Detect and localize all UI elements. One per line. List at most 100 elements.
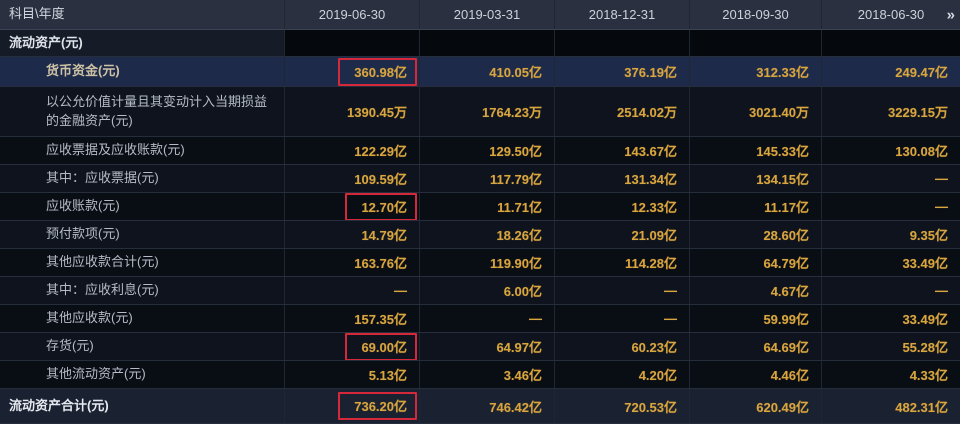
column-header-date-label: 2019-03-31: [453, 7, 521, 22]
cell-value: 119.90亿: [420, 249, 555, 276]
cell-value: 122.29亿: [285, 137, 420, 164]
row-label: 预付款项(元): [0, 221, 285, 248]
table-row[interactable]: 其中：应收利息(元) —6.00亿 —4.67亿 —: [0, 277, 960, 305]
cell-value: 18.26亿: [420, 221, 555, 248]
cell-value: 130.08亿: [895, 144, 948, 159]
cell-value: 4.33亿: [909, 368, 948, 383]
cell-value: 736.20亿: [285, 389, 420, 423]
cell-value: 117.79亿: [420, 165, 555, 192]
row-label: 其他流动资产(元): [0, 361, 285, 388]
cell-value: 11.71亿: [420, 193, 555, 220]
cell-value: —: [285, 277, 420, 304]
cell-value: 33.49亿: [902, 256, 948, 271]
cell-value: 312.33亿: [690, 57, 822, 86]
row-label: 其中：应收票据(元): [0, 165, 285, 192]
cell-value: 114.28亿: [555, 249, 690, 276]
cell-value: 3229.15万: [888, 105, 948, 120]
corner-header: 科目\年度: [0, 0, 285, 29]
table-row[interactable]: 应收票据及应收账款(元) 122.29亿 129.50亿 143.67亿 145.33亿…: [0, 137, 960, 165]
cell-value: 720.53亿: [555, 389, 690, 423]
table-header-row: 科目\年度 2019-06-30 2019-03-31 2018-12-31 2018…: [0, 0, 960, 30]
cell-value: 163.76亿: [285, 249, 420, 276]
row-label: 其中：应收利息(元): [0, 277, 285, 304]
cell-value: 145.33亿: [690, 137, 822, 164]
row-label: 流动资产(元): [0, 30, 285, 56]
table-row[interactable]: 以公允价值计量且其变动计入当期损益的金融资产(元) 1390.45万 1764.23…: [0, 87, 960, 137]
cell-value: —: [935, 171, 948, 186]
red-highlight-box: 69.00亿: [345, 333, 417, 360]
cell-value: —: [555, 277, 690, 304]
red-highlight-box: 360.98亿: [338, 57, 417, 86]
cell-value: 64.79亿: [690, 249, 822, 276]
cell-value: 157.35亿: [285, 305, 420, 332]
row-label: 应收票据及应收账款(元): [0, 137, 285, 164]
table-row[interactable]: 其中：应收票据(元) 109.59亿 117.79亿 131.34亿 134.15亿 —: [0, 165, 960, 193]
cell-value: [690, 30, 822, 56]
table-row[interactable]: 预付款项(元) 14.79亿 18.26亿 21.09亿 28.60亿 9.35亿: [0, 221, 960, 249]
table-row[interactable]: 其他应收款(元) 157.35亿 — —59.99亿 33.49亿: [0, 305, 960, 333]
row-label: 应收账款(元): [0, 193, 285, 220]
column-header-date-label: 2018-06-30: [857, 7, 925, 22]
cell-value: 59.99亿: [690, 305, 822, 332]
cell-value: 11.17亿: [690, 193, 822, 220]
cell-value: 3.46亿: [420, 361, 555, 388]
cell-value: 410.05亿: [420, 57, 555, 86]
cell-value: 5.13亿: [285, 361, 420, 388]
cell-value: 129.50亿: [420, 137, 555, 164]
cell-value: 21.09亿: [555, 221, 690, 248]
cell-value: 60.23亿: [555, 333, 690, 360]
cell-value: 33.49亿: [902, 312, 948, 327]
row-label: 其他应收款(元): [0, 305, 285, 332]
table-row[interactable]: 存货(元) 69.00亿 64.97亿 60.23亿 64.69亿 55.28亿: [0, 333, 960, 361]
cell-value: 12.33亿: [555, 193, 690, 220]
cell-value: 9.35亿: [909, 228, 948, 243]
cell-value: 3021.40万: [690, 87, 822, 136]
cell-value: 28.60亿: [690, 221, 822, 248]
cell-value: 131.34亿: [555, 165, 690, 192]
next-columns-chevrons-icon[interactable]: »: [946, 6, 955, 23]
cell-value: 109.59亿: [285, 165, 420, 192]
cell-value: 4.46亿: [690, 361, 822, 388]
cell-value: [555, 30, 690, 56]
cell-value: 2514.02万: [555, 87, 690, 136]
column-header-date: 2018-12-31: [555, 0, 690, 29]
cell-value: 4.67亿: [690, 277, 822, 304]
cell-value: 64.97亿: [420, 333, 555, 360]
cell-value: 14.79亿: [285, 221, 420, 248]
row-label: 货币资金(元): [0, 57, 285, 86]
cell-value: 134.15亿: [690, 165, 822, 192]
cell-value: 55.28亿: [902, 340, 948, 355]
cell-value: —: [935, 199, 948, 214]
cell-value: 376.19亿: [555, 57, 690, 86]
table-row[interactable]: 其他应收款合计(元) 163.76亿 119.90亿 114.28亿 64.79亿 33.…: [0, 249, 960, 277]
cell-value: 620.49亿: [690, 389, 822, 423]
cell-value: 64.69亿: [690, 333, 822, 360]
cell-value: —: [555, 305, 690, 332]
cell-value: 1764.23万: [420, 87, 555, 136]
cell-value: [822, 30, 960, 56]
table-row[interactable]: 流动资产(元): [0, 30, 960, 57]
cell-value: 746.42亿: [420, 389, 555, 423]
table-row[interactable]: 应收账款(元) 12.70亿 11.71亿 12.33亿 11.17亿 —: [0, 193, 960, 221]
table-row[interactable]: 其他流动资产(元) 5.13亿 3.46亿 4.20亿 4.46亿 4.33亿: [0, 361, 960, 389]
cell-value: 249.47亿: [895, 65, 948, 80]
row-label: 以公允价值计量且其变动计入当期损益的金融资产(元): [0, 87, 285, 136]
cell-value: 482.31亿: [895, 399, 948, 415]
column-header-date: 2019-03-31: [420, 0, 555, 29]
cell-value: 143.67亿: [555, 137, 690, 164]
table-row[interactable]: 流动资产合计(元) 736.20亿 746.42亿 720.53亿 620.49亿 482…: [0, 389, 960, 424]
column-header-date-label: 2018-09-30: [722, 7, 789, 22]
cell-value: 1390.45万: [285, 87, 420, 136]
cell-value: —: [935, 283, 948, 298]
row-label: 其他应收款合计(元): [0, 249, 285, 276]
column-header-date-label: 2018-12-31: [588, 7, 656, 22]
cell-value: 4.20亿: [555, 361, 690, 388]
cell-value: 360.98亿: [285, 57, 420, 86]
row-label: 存货(元): [0, 333, 285, 360]
table-row[interactable]: 货币资金(元) 360.98亿 410.05亿 376.19亿 312.33亿 249.4…: [0, 57, 960, 87]
column-header-date: 2019-06-30: [285, 0, 420, 29]
cell-value: 69.00亿: [285, 333, 420, 360]
column-header-date: 2018-06-30 »: [822, 0, 960, 29]
column-header-date-label: 2019-06-30: [318, 7, 386, 22]
